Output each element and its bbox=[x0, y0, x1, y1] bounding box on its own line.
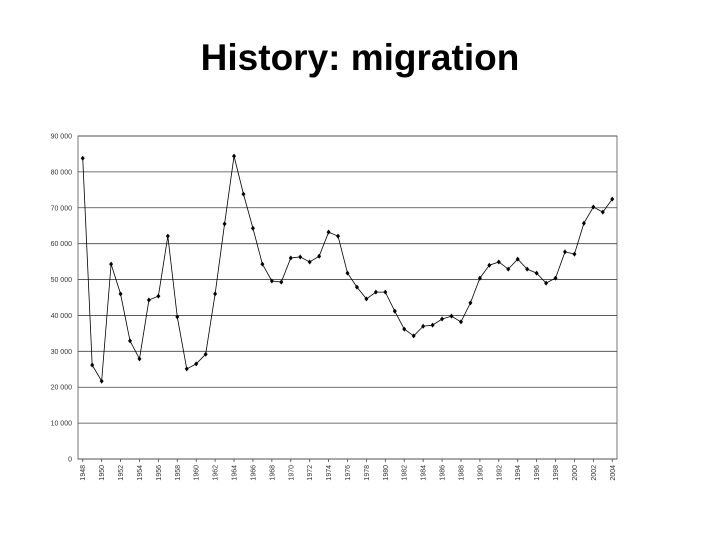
y-tick-label: 20 000 bbox=[51, 385, 73, 392]
data-point bbox=[260, 261, 265, 267]
data-point bbox=[421, 323, 426, 329]
x-tick-label: 1990 bbox=[477, 465, 484, 481]
x-tick-label: 1974 bbox=[326, 465, 333, 481]
data-point bbox=[288, 255, 293, 261]
x-tick-label: 1972 bbox=[307, 465, 314, 481]
data-point bbox=[534, 270, 539, 276]
y-tick-label: 0 bbox=[68, 457, 72, 464]
data-point bbox=[156, 293, 161, 299]
data-point bbox=[250, 225, 255, 231]
data-point bbox=[402, 326, 407, 332]
x-tick-label: 1968 bbox=[269, 465, 276, 481]
x-tick-label: 1964 bbox=[232, 465, 239, 481]
data-point bbox=[515, 256, 520, 262]
x-tick-label: 1980 bbox=[383, 465, 390, 481]
data-point bbox=[591, 204, 596, 210]
data-point bbox=[232, 153, 237, 159]
data-point bbox=[354, 284, 359, 290]
x-tick-label: 1984 bbox=[421, 465, 428, 481]
data-point bbox=[610, 196, 615, 202]
x-tick-label: 1958 bbox=[175, 465, 182, 481]
slide-title: History: migration bbox=[201, 37, 520, 78]
data-point bbox=[525, 266, 530, 272]
x-tick-label: 1948 bbox=[80, 465, 87, 481]
y-tick-label: 70 000 bbox=[51, 205, 73, 212]
data-point bbox=[222, 221, 227, 227]
data-point bbox=[430, 322, 435, 328]
x-tick-label: 1960 bbox=[194, 465, 201, 481]
data-point bbox=[175, 314, 180, 320]
data-point bbox=[553, 275, 558, 281]
data-point bbox=[373, 289, 378, 295]
y-tick-label: 30 000 bbox=[51, 349, 73, 356]
data-point bbox=[269, 278, 274, 284]
data-point bbox=[572, 251, 577, 257]
data-point bbox=[562, 249, 567, 255]
data-point bbox=[241, 191, 246, 197]
data-point bbox=[581, 220, 586, 226]
data-point bbox=[137, 356, 142, 362]
data-point bbox=[411, 333, 416, 339]
x-tick-label: 1994 bbox=[515, 465, 522, 481]
x-tick-label: 1950 bbox=[99, 465, 106, 481]
x-tick-label: 1978 bbox=[364, 465, 371, 481]
data-point bbox=[298, 254, 303, 260]
x-tick-label: 1992 bbox=[496, 465, 503, 481]
data-point bbox=[146, 297, 151, 303]
data-point bbox=[213, 291, 218, 297]
data-point bbox=[477, 275, 482, 281]
data-point bbox=[165, 233, 170, 239]
x-tick-label: 1970 bbox=[288, 465, 295, 481]
data-point bbox=[336, 233, 341, 239]
data-point bbox=[345, 270, 350, 276]
data-point bbox=[128, 338, 133, 344]
data-point bbox=[383, 289, 388, 295]
data-point bbox=[440, 316, 445, 322]
x-tick-label: 1996 bbox=[534, 465, 541, 481]
data-point bbox=[506, 266, 511, 272]
y-tick-label: 80 000 bbox=[51, 169, 73, 176]
x-tick-label: 1982 bbox=[402, 465, 409, 481]
x-tick-label: 1988 bbox=[458, 465, 465, 481]
data-point bbox=[364, 296, 369, 302]
data-point bbox=[194, 361, 199, 367]
data-line bbox=[82, 156, 613, 383]
x-tick-label: 1954 bbox=[137, 465, 144, 481]
x-tick-label: 2002 bbox=[591, 465, 598, 481]
data-point bbox=[326, 229, 331, 235]
y-tick-label: 40 000 bbox=[51, 313, 73, 320]
data-point bbox=[392, 308, 397, 314]
data-point bbox=[90, 362, 95, 368]
x-tick-label: 1956 bbox=[156, 465, 163, 481]
data-point bbox=[449, 313, 454, 319]
data-point bbox=[109, 261, 114, 267]
x-tick-label: 2004 bbox=[610, 465, 617, 481]
y-tick-label: 10 000 bbox=[51, 421, 73, 428]
data-point bbox=[496, 259, 501, 265]
x-tick-label: 1976 bbox=[345, 465, 352, 481]
x-tick-label: 2000 bbox=[572, 465, 579, 481]
data-point bbox=[184, 366, 189, 372]
y-tick-label: 50 000 bbox=[51, 277, 73, 284]
data-point bbox=[80, 155, 85, 161]
data-point bbox=[307, 259, 312, 265]
y-tick-label: 60 000 bbox=[51, 241, 73, 248]
data-point bbox=[468, 300, 473, 306]
x-tick-label: 1962 bbox=[213, 465, 220, 481]
x-tick-label: 1952 bbox=[118, 465, 125, 481]
data-point bbox=[544, 280, 549, 286]
data-point bbox=[118, 291, 123, 297]
x-tick-label: 1998 bbox=[553, 465, 560, 481]
data-point bbox=[600, 209, 605, 215]
data-point bbox=[458, 319, 463, 325]
y-tick-label: 90 000 bbox=[51, 134, 73, 141]
data-point bbox=[487, 262, 492, 268]
data-point bbox=[203, 351, 208, 357]
data-point bbox=[317, 253, 322, 259]
data-point bbox=[99, 378, 104, 384]
data-point bbox=[279, 279, 284, 285]
x-tick-label: 1966 bbox=[250, 465, 257, 481]
x-tick-label: 1986 bbox=[440, 465, 447, 481]
